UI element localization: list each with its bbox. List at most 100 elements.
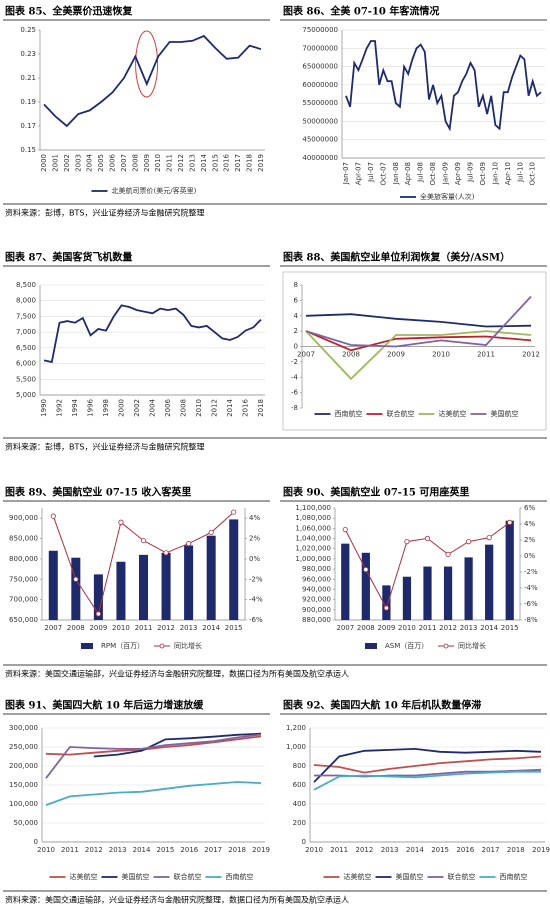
x-tick-label: 2010 — [154, 154, 162, 172]
y-tick-label: 2 — [294, 327, 298, 335]
bar — [382, 585, 391, 620]
x-tick-label: Apr-10 — [504, 162, 512, 185]
x-tick-label: 2005 — [97, 154, 105, 172]
x-tick-label: 2010 — [112, 624, 130, 632]
legend-label: 美国航空 — [491, 409, 519, 418]
legend-label: 西南航空 — [226, 872, 254, 881]
bar — [361, 552, 370, 620]
line-marker — [486, 534, 492, 541]
y-tick-label: 5,500 — [16, 375, 36, 383]
line-marker — [95, 611, 101, 617]
y2-tick-label: 4% — [249, 514, 260, 522]
x-tick-label: 2013 — [381, 846, 399, 854]
x-tick-label: 1994 — [71, 398, 79, 416]
y-tick-label: 8,000 — [16, 297, 36, 305]
line-marker — [342, 526, 348, 533]
y-tick-label: 940,000 — [302, 585, 331, 593]
line-series — [93, 732, 262, 758]
line-marker — [73, 576, 79, 582]
x-tick-label: Jul-08 — [417, 162, 425, 183]
bar — [48, 550, 58, 620]
y-tick-label: 75000000 — [302, 26, 338, 34]
x-tick-label: 2014 — [406, 846, 424, 854]
chart-title: 图表 91、美国四大航 10 年后运力增速放缓 — [5, 699, 204, 712]
x-tick-label: 2011 — [166, 154, 174, 172]
bar — [93, 574, 103, 620]
y2-tick-label: 0% — [249, 555, 260, 563]
x-tick-label: 2004 — [149, 398, 157, 416]
y-tick-label: 800,000 — [9, 555, 38, 563]
bar — [184, 545, 194, 620]
y-tick-label: 0 — [294, 343, 298, 351]
x-tick-label: 2009 — [387, 351, 405, 359]
chart-frame — [282, 271, 547, 431]
chart-title: 图表 88、美国航空业单位利润恢复（美分/ASM） — [283, 251, 510, 264]
bar — [206, 535, 216, 620]
y-tick-label: 70000000 — [302, 44, 338, 52]
y-tick-label: 0.21 — [20, 74, 36, 82]
x-tick-label: 2000 — [118, 399, 126, 417]
y-tick-label: 600 — [293, 781, 306, 789]
y2-tick-label: -6% — [524, 600, 538, 608]
y2-tick-label: -6% — [249, 616, 263, 624]
x-tick-label: Oct-09 — [479, 162, 487, 186]
x-tick-label: Oct-08 — [429, 162, 437, 186]
line-series — [43, 304, 262, 364]
x-tick-label: 2011 — [135, 624, 153, 632]
y-tick-label: 0.19 — [20, 98, 36, 106]
x-tick-label: Apr-07 — [354, 162, 362, 185]
x-tick-label: 2011 — [330, 846, 348, 854]
x-tick-label: Oct-07 — [379, 162, 387, 186]
legend-swatch — [443, 643, 449, 649]
legend-label: 西南航空 — [500, 872, 528, 881]
x-tick-label: 2011 — [61, 846, 79, 854]
legend-label: 西南航空 — [335, 409, 363, 418]
x-tick-label: 2012 — [177, 154, 185, 172]
line-marker — [50, 513, 56, 519]
x-tick-label: 2015 — [157, 846, 175, 854]
line-marker — [186, 541, 192, 547]
x-tick-label: 2015 — [501, 624, 519, 632]
x-tick-label: 2002 — [63, 154, 71, 172]
y-tick-label: 50000000 — [302, 117, 338, 125]
y-tick-label: 400 — [293, 800, 306, 808]
y-tick-label: 880,000 — [302, 616, 331, 624]
y-tick-label: 55000000 — [302, 99, 338, 107]
x-tick-label: 2011 — [477, 351, 495, 359]
x-tick-label: Jul-10 — [516, 162, 524, 183]
x-tick-label: 2018 — [246, 154, 254, 172]
bar — [341, 543, 350, 620]
x-tick-label: 2007 — [120, 154, 128, 172]
y2-tick-label: -2% — [524, 568, 538, 576]
x-tick-label: 2018 — [228, 846, 246, 854]
y-tick-label: 200 — [293, 819, 306, 827]
x-tick-label: 2008 — [357, 624, 375, 632]
x-tick-label: 2014 — [226, 398, 234, 416]
y-tick-label: 60000000 — [302, 81, 338, 89]
line-marker — [140, 537, 147, 544]
legend-label: 美国航空 — [122, 872, 150, 881]
line-series — [313, 755, 542, 774]
x-tick-label: 2015 — [225, 624, 243, 632]
y2-tick-label: 6% — [524, 504, 535, 512]
line-series — [43, 34, 262, 128]
bar — [402, 576, 412, 620]
y-tick-label: 1,200 — [286, 724, 306, 732]
y-tick-label: 850,000 — [9, 535, 38, 543]
bar — [485, 544, 494, 620]
legend-label: 同比增长 — [174, 641, 202, 650]
x-tick-label: 2013 — [180, 624, 198, 632]
x-tick-label: 2012 — [85, 846, 103, 854]
legend-label: RPM（百万） — [101, 642, 144, 650]
x-tick-label: 2007 — [44, 624, 62, 632]
legend-label: 联合航空 — [387, 409, 415, 418]
y2-tick-label: -8% — [524, 616, 538, 624]
bar — [161, 552, 171, 620]
x-tick-label: 2004 — [86, 153, 94, 171]
line-series — [345, 40, 542, 132]
x-tick-label: 1996 — [87, 398, 95, 416]
x-tick-label: 2010 — [37, 846, 55, 854]
y-tick-label: 1,080,000 — [295, 514, 331, 522]
legend-label: 达美航空 — [70, 872, 98, 881]
